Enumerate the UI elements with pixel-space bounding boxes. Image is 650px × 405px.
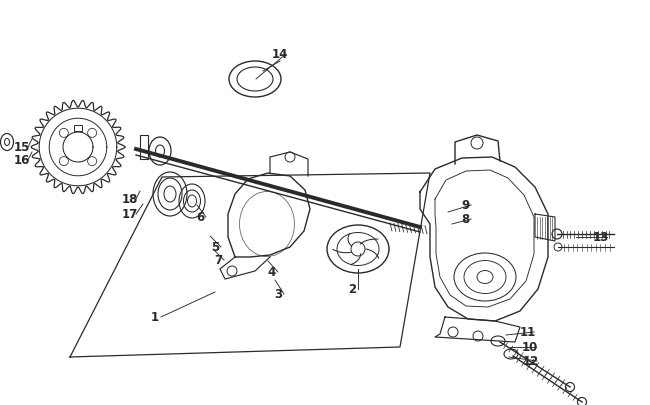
Text: 5: 5: [211, 241, 219, 254]
Text: 3: 3: [274, 288, 282, 301]
Text: 14: 14: [272, 48, 288, 61]
Text: 6: 6: [196, 211, 204, 224]
Text: 8: 8: [461, 213, 469, 226]
Text: 16: 16: [14, 154, 30, 167]
Text: 9: 9: [461, 199, 469, 212]
Text: 18: 18: [122, 193, 138, 206]
Text: 17: 17: [122, 208, 138, 221]
Text: 15: 15: [14, 141, 30, 154]
Text: 2: 2: [348, 283, 356, 296]
Text: 13: 13: [593, 231, 609, 244]
Text: 11: 11: [520, 326, 536, 339]
Bar: [74, 126, 82, 132]
Text: 7: 7: [214, 254, 222, 267]
Bar: [140, 136, 148, 160]
Text: 10: 10: [522, 341, 538, 354]
Text: 4: 4: [268, 266, 276, 279]
Text: 12: 12: [523, 355, 539, 368]
Text: 1: 1: [151, 311, 159, 324]
